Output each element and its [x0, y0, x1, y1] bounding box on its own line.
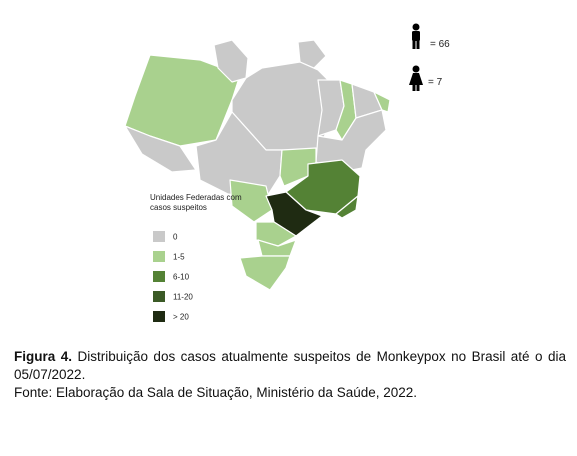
- caption: Figura 4. Distribuição dos casos atualme…: [14, 348, 566, 402]
- legend: 0 1-5 6-10 11-20 > 20: [153, 231, 193, 322]
- legend-label: 6-10: [173, 273, 190, 282]
- legend-label: 1-5: [173, 253, 185, 262]
- figure-description: Distribuição dos casos atualmente suspei…: [14, 349, 566, 382]
- source: Fonte: Elaboração da Sala de Situação, M…: [14, 385, 418, 400]
- legend-swatch: [153, 271, 165, 282]
- female-icon: [409, 65, 423, 91]
- legend-swatch: [153, 251, 165, 262]
- map: Unidades Federadas com casos suspeitos 0 1…: [124, 23, 450, 322]
- legend-label: 11-20: [173, 293, 193, 302]
- legend-label: 0: [173, 233, 178, 242]
- states: [124, 39, 391, 291]
- legend-swatch: [153, 291, 165, 302]
- figure-label: Figura 4.: [14, 349, 72, 364]
- legend-label: > 20: [173, 313, 189, 322]
- female-count: = 7: [428, 77, 443, 88]
- caption-text: Figura 4. Distribuição dos casos atualme…: [14, 348, 566, 384]
- male-icon: [412, 23, 420, 49]
- male-count: = 66: [430, 39, 450, 50]
- legend-swatch: [153, 231, 165, 242]
- legend-swatch: [153, 311, 165, 322]
- legend-title: Unidades Federadas com casos suspeitos: [150, 193, 242, 212]
